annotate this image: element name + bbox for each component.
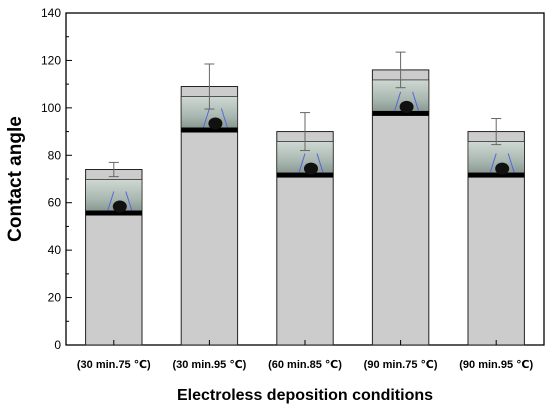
y-tick-label: 140 bbox=[41, 6, 61, 20]
y-tick-label: 100 bbox=[41, 101, 61, 115]
y-tick-label: 40 bbox=[48, 243, 62, 257]
x-tick-label: (90 min.95 ℃) bbox=[459, 359, 533, 371]
bar-group bbox=[371, 51, 430, 346]
y-axis: 0 20 40 60 80 100 120 140 bbox=[41, 6, 72, 352]
droplet-photo-icon bbox=[85, 179, 143, 216]
x-tick-label: (30 min.75 ℃) bbox=[77, 359, 151, 371]
y-tick-label: 80 bbox=[48, 148, 62, 162]
y-tick-label: 0 bbox=[54, 338, 61, 352]
x-axis: (30 min.75 ℃) (30 min.95 ℃) (60 min.85 ℃) (… bbox=[77, 340, 533, 371]
bar-group bbox=[276, 112, 334, 346]
x-tick-label: (60 min.85 ℃) bbox=[268, 359, 342, 371]
droplet-photo-icon bbox=[467, 141, 525, 178]
bars-group bbox=[85, 51, 525, 346]
bar-group bbox=[180, 63, 239, 346]
y-tick-label: 120 bbox=[41, 53, 61, 67]
x-axis-title: Electroless deposition conditions bbox=[177, 387, 433, 404]
x-tick-label: (90 min.75 ℃) bbox=[364, 359, 438, 371]
y-axis-title: Contact angle bbox=[5, 116, 26, 242]
x-tick-label: (30 min.95 ℃) bbox=[172, 359, 246, 371]
bar-group bbox=[85, 161, 143, 346]
bar-group bbox=[467, 118, 525, 346]
y-tick-label: 20 bbox=[48, 291, 62, 305]
y-tick-label: 60 bbox=[48, 196, 62, 210]
